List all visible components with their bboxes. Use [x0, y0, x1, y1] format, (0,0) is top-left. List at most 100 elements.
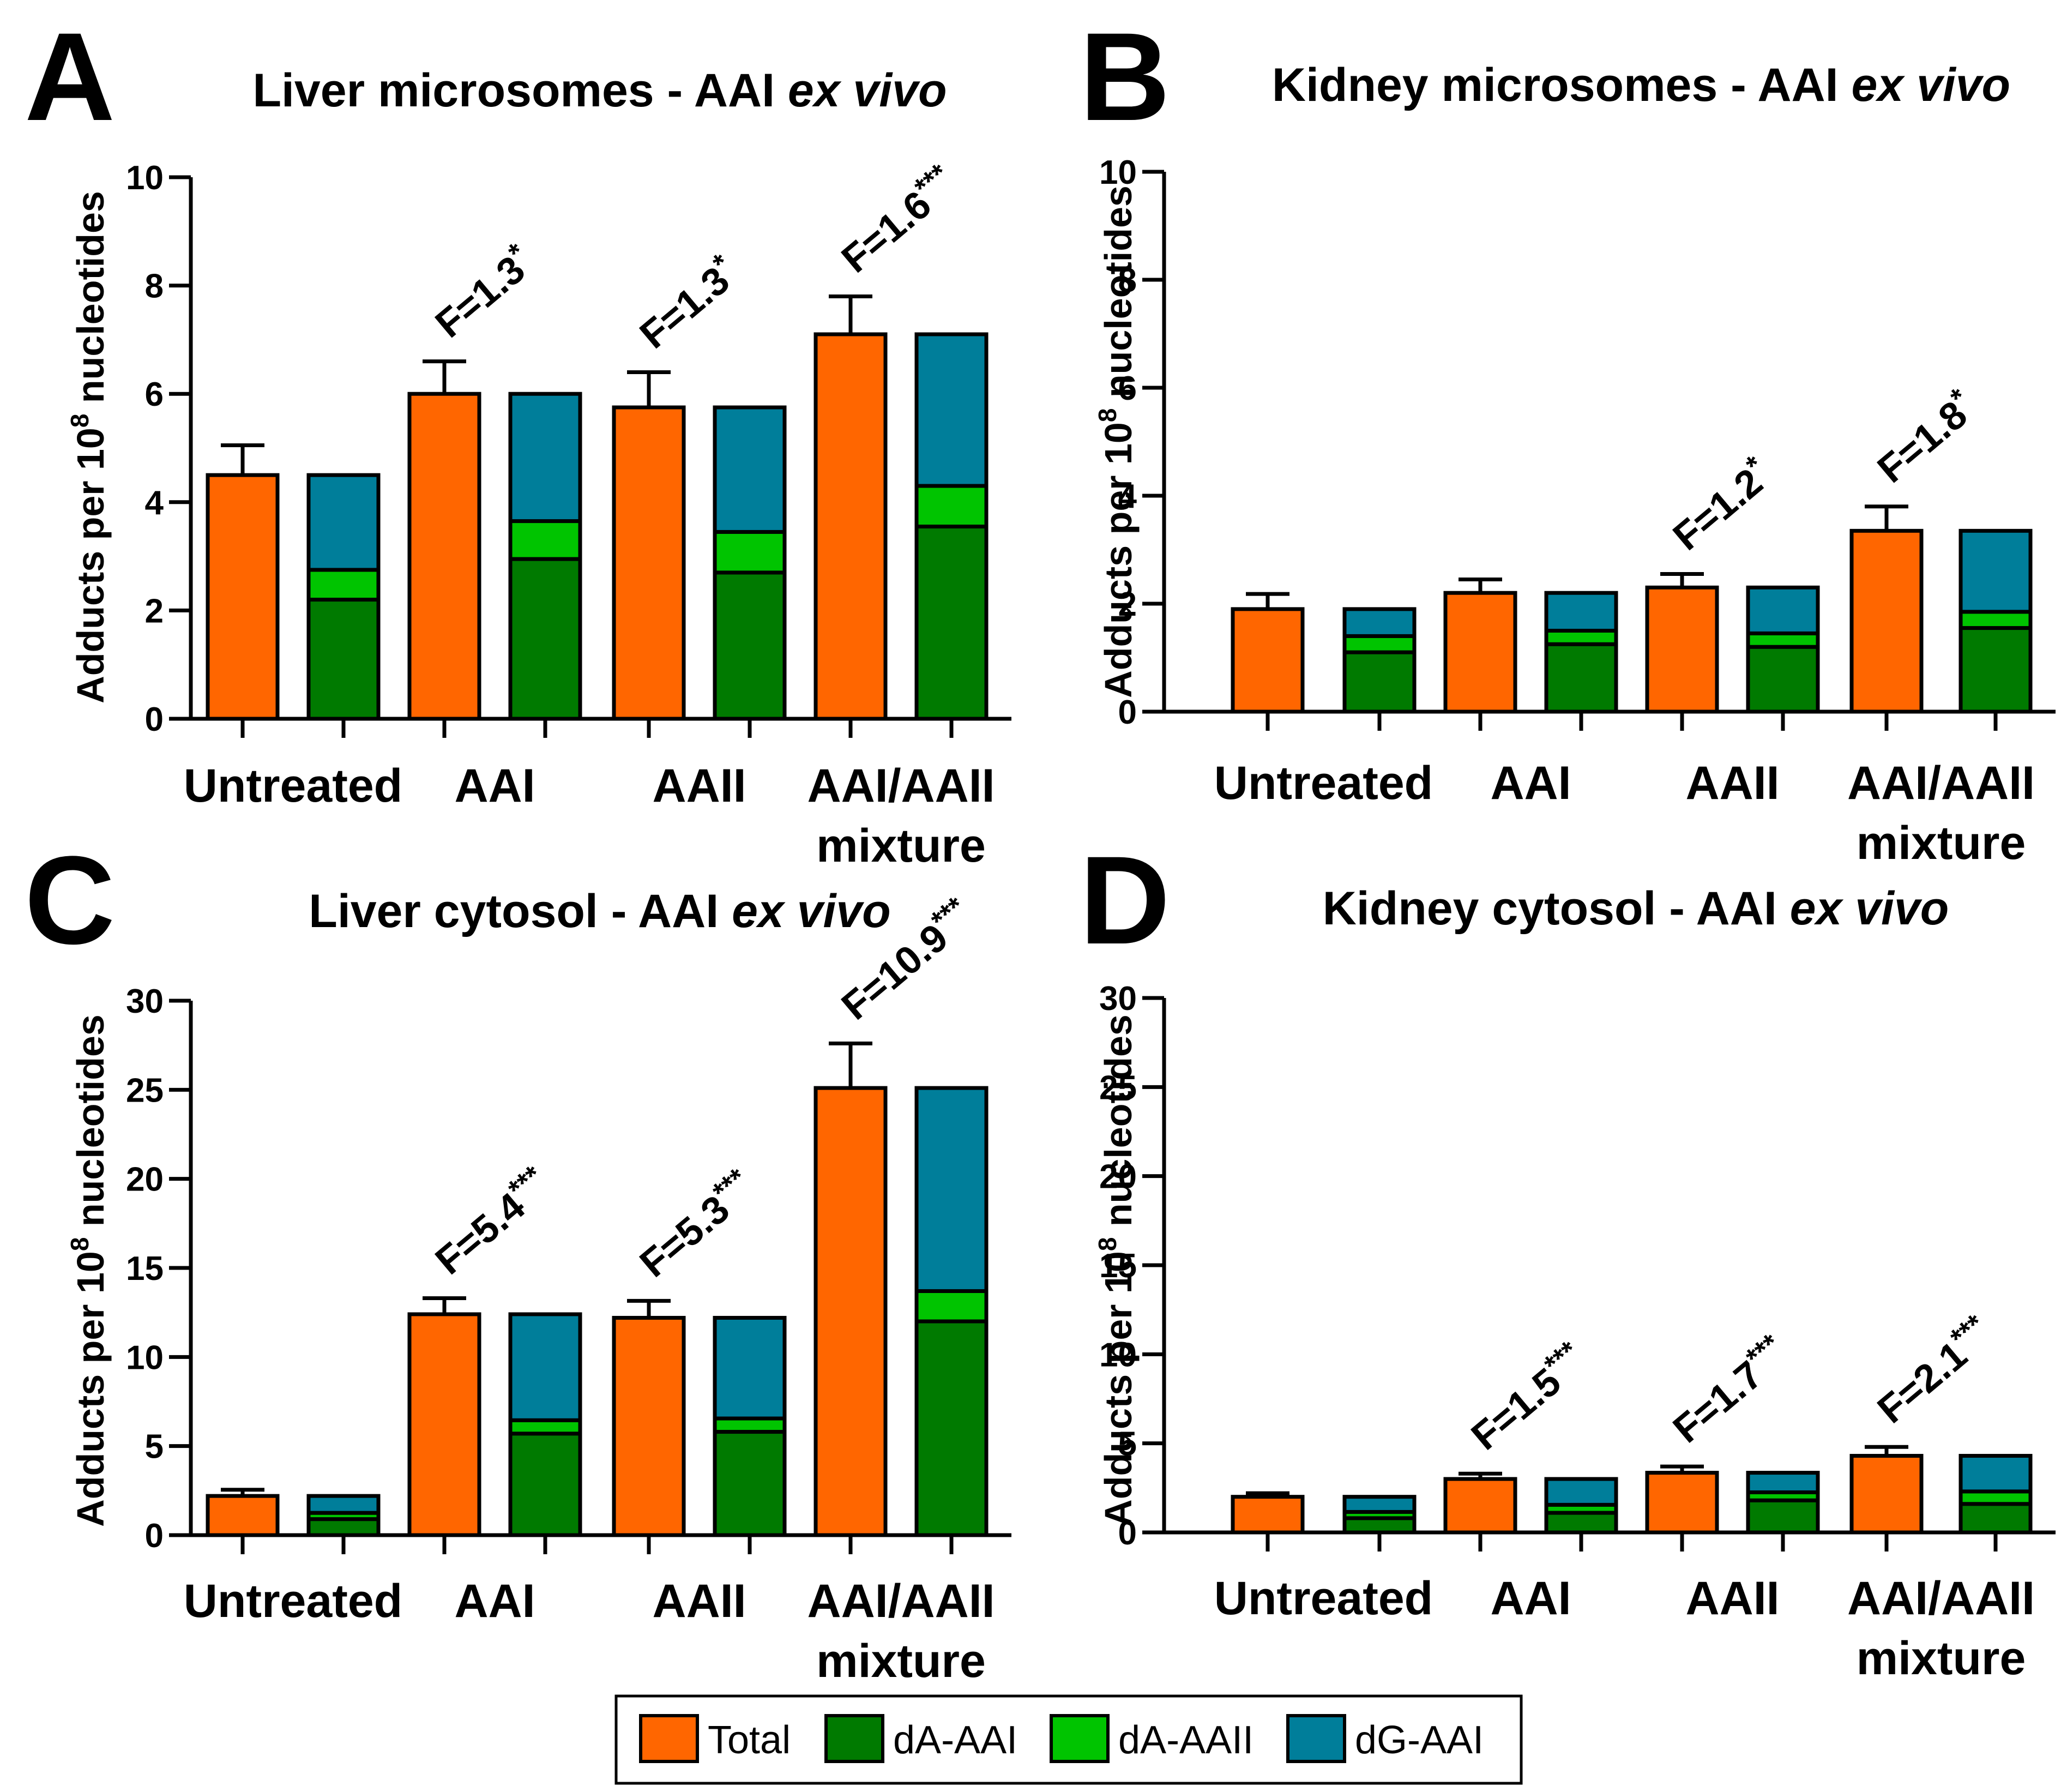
panel-letter: A [25, 7, 115, 147]
bar-dA-AAII [713, 1416, 787, 1434]
legend-swatch-dA-AAI [824, 1714, 884, 1763]
y-tick-label: 0 [1118, 1514, 1137, 1552]
y-tick-label: 10 [126, 159, 164, 197]
legend: Total dA-AAI dA-AAII dG-AAI [614, 1694, 1523, 1785]
bar-dA-AAI [713, 1430, 787, 1537]
panel-D: D Kidney cytosol - AAI ex vivo Adducts per… [1080, 830, 2056, 1685]
bar-dA-AAI [1958, 1502, 2033, 1535]
f-annotation: F=1.8* [1867, 382, 1984, 492]
bar-dG-AAI [306, 473, 381, 572]
bar-dA-AAII [914, 1289, 989, 1324]
y-tick-label: 20 [1099, 1158, 1137, 1196]
bar-total [206, 473, 280, 721]
panel-letter: D [1080, 830, 1170, 970]
bar-dG-AAI [914, 1086, 989, 1293]
bar-total [1849, 528, 1924, 714]
panel-title: Liver microsomes - AAI ex vivo [253, 64, 947, 117]
bar-dG-AAI [713, 405, 787, 534]
panel-title: Liver cytosol - AAI ex vivo [309, 885, 890, 937]
bar-total [1849, 1454, 1924, 1535]
bar-dA-AAI [1544, 1511, 1618, 1535]
bar-dA-AAI [713, 570, 787, 721]
category-label: Untreated [184, 1575, 402, 1627]
bar-total [612, 1315, 686, 1537]
y-tick-label: 2 [145, 592, 164, 630]
bar-dA-AAI [914, 524, 989, 721]
panel-B: B Kidney microsomes - AAI ex vivo Adducts … [1080, 7, 2056, 869]
bar-dA-AAI [508, 557, 582, 721]
f-annotation: F=1.6*** [831, 158, 965, 281]
category-label: AAII [653, 1575, 746, 1627]
bar-total [407, 392, 481, 721]
bar-dA-AAII [1544, 629, 1618, 646]
category-label: AAI [1490, 757, 1571, 809]
bar-dA-AAII [306, 568, 381, 602]
y-tick-label: 6 [1118, 370, 1137, 407]
bar-dA-AAI [914, 1319, 989, 1537]
bar-dA-AAI [1544, 642, 1618, 714]
y-tick-label: 4 [145, 484, 164, 522]
y-tick-label: 15 [126, 1250, 164, 1288]
bar-dA-AAI [306, 598, 381, 721]
legend-swatch-dA-AAII [1050, 1714, 1110, 1763]
category-label: AAI [454, 1575, 535, 1627]
f-annotation: F=1.5*** [1461, 1335, 1595, 1459]
bar-dA-AAI [1958, 626, 2033, 714]
y-axis-label: Adducts per 108 nucleotides [1093, 185, 1140, 698]
bar-dA-AAII [1746, 631, 1820, 649]
panel-title: Kidney microsomes - AAI ex vivo [1272, 59, 2010, 111]
bar-total [206, 1494, 280, 1537]
y-tick-label: 4 [1118, 478, 1137, 515]
y-tick-label: 20 [126, 1161, 164, 1199]
bar-dA-AAII [914, 484, 989, 528]
bar-dG-AAI [306, 1494, 381, 1515]
f-annotation: F=5.4*** [425, 1159, 559, 1283]
legend-swatch-dG-AAI [1286, 1714, 1346, 1763]
panel-A: A Liver microsomes - AAI ex vivo Adducts p… [25, 7, 1011, 872]
y-tick-label: 5 [145, 1428, 164, 1466]
f-annotation: F=1.3* [629, 248, 746, 357]
f-annotation: F=1.3* [425, 237, 542, 346]
category-label: AAI/AAII [807, 760, 995, 812]
f-annotation: F=5.3*** [629, 1162, 763, 1286]
bar-total [1645, 585, 1719, 714]
bar-dG-AAI [508, 1312, 582, 1422]
category-label: mixture [816, 820, 986, 872]
bar-dA-AAII [508, 1418, 582, 1436]
y-tick-label: 6 [145, 376, 164, 413]
f-annotation: F=1.2* [1662, 449, 1780, 559]
bar-dG-AAI [1746, 1471, 1820, 1494]
y-axis-label: Adducts per 108 nucleotides [65, 1014, 112, 1527]
panel-title: Kidney cytosol - AAI ex vivo [1323, 882, 1949, 935]
category-label: AAI [454, 760, 535, 812]
category-label: AAI/AAII [1847, 757, 2035, 809]
legend-label-dA-AAII: dA-AAII [1118, 1718, 1254, 1762]
bar-total [1645, 1471, 1719, 1535]
bar-total [1231, 1495, 1305, 1535]
category-label: Untreated [1214, 757, 1433, 809]
category-label: AAII [653, 760, 746, 812]
bar-dA-AAI [1342, 1516, 1417, 1535]
y-tick-label: 0 [1118, 694, 1137, 731]
bar-total [1231, 607, 1305, 714]
bar-total [407, 1312, 481, 1537]
bar-dG-AAI [1544, 1477, 1618, 1507]
y-tick-label: 30 [126, 983, 164, 1020]
bar-dA-AAI [306, 1517, 381, 1537]
bar-total [1443, 591, 1517, 714]
bar-dG-AAI [1342, 1495, 1417, 1514]
bar-dA-AAI [1746, 1498, 1820, 1535]
bar-total [813, 1086, 888, 1537]
y-tick-label: 0 [145, 1517, 164, 1555]
y-tick-label: 8 [1118, 262, 1137, 299]
y-tick-label: 10 [1099, 1336, 1137, 1374]
bar-dA-AAI [508, 1432, 582, 1537]
bar-dG-AAI [1544, 591, 1618, 633]
category-label: AAI [1490, 1572, 1571, 1625]
y-tick-label: 25 [126, 1072, 164, 1109]
bar-total [813, 332, 888, 721]
category-label: mixture [816, 1635, 986, 1687]
y-tick-label: 5 [1118, 1426, 1137, 1463]
y-axis-label: Adducts per 108 nucleotides [1093, 1014, 1140, 1527]
